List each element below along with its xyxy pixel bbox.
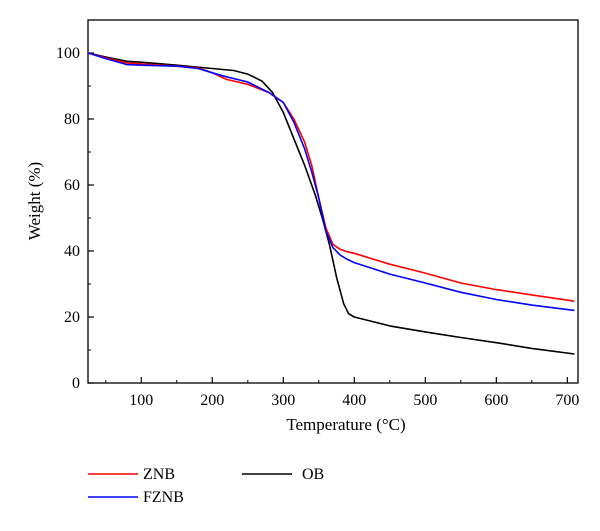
- y-tick-label: 80: [64, 111, 80, 128]
- y-axis-label: Weight (%): [25, 162, 44, 240]
- x-axis-label: Temperature (°C): [286, 415, 405, 434]
- y-tick-label: 100: [56, 45, 80, 62]
- series-line-znb: [87, 52, 575, 302]
- legend-label-ob: OB: [302, 466, 324, 483]
- y-tick-label: 20: [64, 309, 80, 326]
- series-lines: [87, 52, 575, 355]
- x-tick-label: 200: [200, 392, 224, 409]
- plot-frame: [87, 19, 579, 384]
- x-axis-ticks: 100 200 300 400 500 600 700: [105, 377, 579, 409]
- x-tick-label: 300: [271, 392, 295, 409]
- x-tick-label: 100: [129, 392, 153, 409]
- series-line-ob: [87, 52, 575, 355]
- legend: ZNB FZNB OB: [88, 466, 324, 506]
- x-tick-label: 700: [555, 392, 579, 409]
- x-tick-label: 400: [342, 392, 366, 409]
- y-tick-label: 40: [64, 243, 80, 260]
- y-axis-ticks: 0 20 40 60 80 100: [56, 45, 94, 392]
- y-tick-label: 60: [64, 177, 80, 194]
- legend-label-fznb: FZNB: [143, 489, 184, 506]
- x-tick-label: 600: [484, 392, 508, 409]
- series-line-fznb: [87, 52, 575, 312]
- y-tick-label: 0: [72, 375, 80, 392]
- legend-label-znb: ZNB: [143, 466, 175, 483]
- x-tick-label: 500: [413, 392, 437, 409]
